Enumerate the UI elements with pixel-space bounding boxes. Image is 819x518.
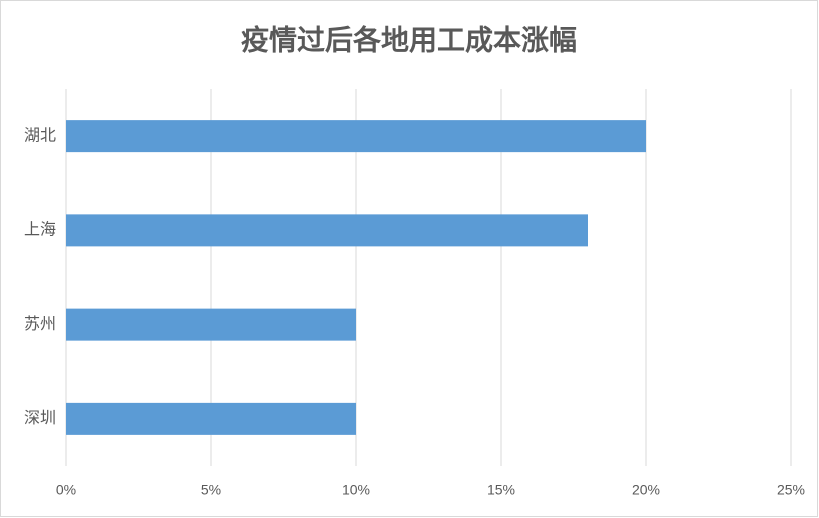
bar (66, 402, 356, 435)
x-tick-label: 5% (201, 482, 221, 498)
bar (66, 120, 646, 153)
x-tick-label: 15% (487, 482, 515, 498)
bar (66, 214, 588, 247)
x-tick-label: 20% (632, 482, 660, 498)
x-tick-label: 25% (777, 482, 805, 498)
y-tick-label: 苏州 (24, 315, 56, 333)
x-tick-label: 10% (342, 482, 370, 498)
y-tick-label: 湖北 (24, 126, 56, 144)
y-tick-label: 上海 (24, 221, 56, 239)
y-tick-label: 深圳 (24, 409, 56, 427)
x-tick-label: 0% (56, 482, 76, 498)
chart-title: 疫情过后各地用工成本涨幅 (241, 23, 577, 55)
bar (66, 308, 356, 341)
